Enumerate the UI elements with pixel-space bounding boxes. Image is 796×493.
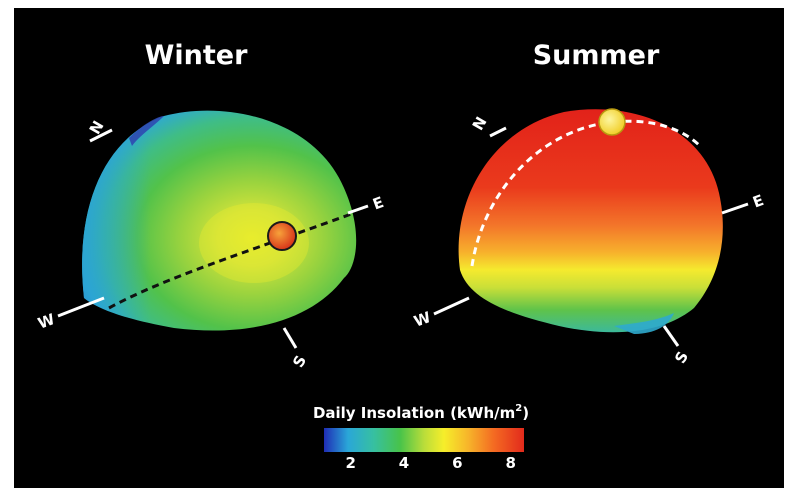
legend-tick-label: 2 <box>345 454 355 472</box>
winter-west-label: W <box>35 310 57 333</box>
legend-title: Daily Insolation (kWh/m2) <box>313 403 529 422</box>
winter-south-line <box>282 327 298 349</box>
summer-west-label: W <box>411 308 433 331</box>
summer-north-label: N <box>469 114 491 134</box>
insolation-diagram-panel: Winter Summer N E S W N E <box>14 8 784 488</box>
summer-north-line <box>489 126 507 138</box>
legend-tick-label: 6 <box>452 454 462 472</box>
legend-tick-label: 4 <box>399 454 409 472</box>
legend-tick-label: 8 <box>505 454 515 472</box>
summer-west-line <box>433 296 470 316</box>
legend-color-bar <box>324 428 524 452</box>
winter-dome: N E S W <box>35 110 386 371</box>
summer-east-label: E <box>750 191 766 211</box>
summer-dome: N E S W <box>411 108 766 367</box>
summer-sun <box>598 108 626 136</box>
insolation-diagram: Winter Summer N E S W N E <box>35 40 766 472</box>
summer-south-line <box>662 325 680 347</box>
winter-sun <box>267 221 297 251</box>
winter-east-line <box>347 204 369 215</box>
summer-sun-path <box>470 119 702 267</box>
summer-south-label: S <box>671 348 692 366</box>
winter-south-label: S <box>289 352 310 370</box>
winter-north-line <box>89 128 113 143</box>
summer-dome-surface <box>458 109 723 333</box>
winter-title: Winter <box>145 40 248 71</box>
legend: Daily Insolation (kWh/m2) 2 4 6 8 <box>313 403 529 472</box>
summer-east-line <box>721 202 749 215</box>
summer-title: Summer <box>533 40 660 71</box>
legend-ticks: 2 4 6 8 <box>345 454 515 472</box>
winter-west-line <box>57 296 105 318</box>
winter-sun-path <box>108 211 355 310</box>
winter-east-label: E <box>370 193 386 213</box>
